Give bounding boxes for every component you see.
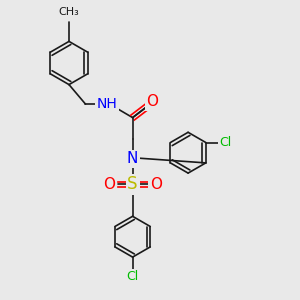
- Text: O: O: [150, 177, 162, 192]
- Text: Cl: Cl: [127, 270, 139, 283]
- Text: S: S: [127, 175, 138, 193]
- Text: O: O: [103, 177, 116, 192]
- Text: NH: NH: [97, 97, 118, 111]
- Text: N: N: [127, 151, 138, 166]
- Text: CH₃: CH₃: [58, 8, 80, 17]
- Text: Cl: Cl: [219, 136, 231, 149]
- Text: O: O: [146, 94, 158, 110]
